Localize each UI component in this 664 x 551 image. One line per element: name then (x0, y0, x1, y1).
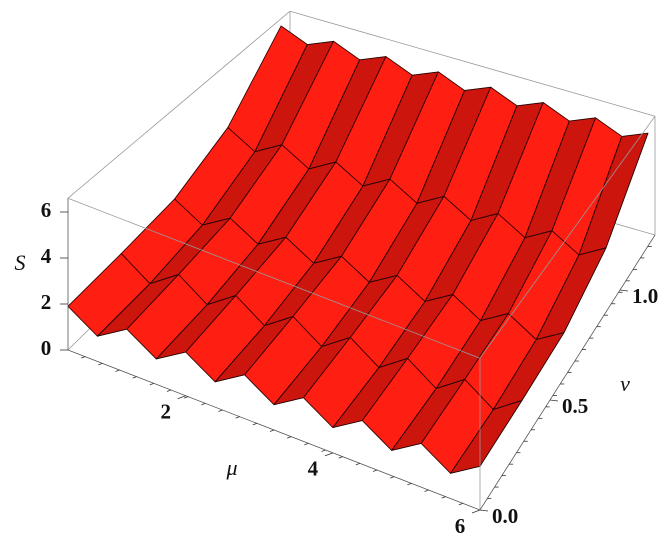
z-tick-label: 6 (41, 198, 52, 222)
x-minor-tick (458, 502, 463, 506)
x-minor-tick (269, 429, 275, 432)
x-tick (324, 452, 333, 457)
x-minor-tick (115, 369, 120, 372)
x-minor-tick (424, 489, 429, 492)
x-minor-tick (132, 376, 137, 379)
x-minor-tick (338, 456, 343, 459)
box-edge (67, 10, 291, 199)
x-minor-tick (149, 382, 154, 386)
z-tick-label: 0 (41, 336, 52, 360)
x-minor-tick (321, 449, 326, 452)
x-minor-tick (287, 436, 292, 439)
y-tick-label: 0.0 (492, 504, 518, 528)
surface-patch (450, 399, 523, 474)
x-minor-tick (304, 442, 309, 446)
box-edge (479, 115, 656, 359)
y-tick (549, 399, 559, 402)
x-minor-tick (372, 469, 378, 472)
y-axis-label: ν (620, 371, 630, 396)
y-tick-label: 1.0 (632, 284, 658, 308)
x-minor-tick (81, 356, 86, 359)
box-edge (289, 10, 656, 117)
x-tick (177, 395, 186, 400)
x-tick-label: 2 (160, 400, 171, 424)
x-minor-tick (98, 362, 103, 366)
x-minor-tick (441, 496, 446, 499)
x-minor-tick (166, 389, 172, 392)
z-tick-label: 4 (41, 244, 52, 268)
x-tick-label: 4 (308, 457, 319, 481)
y-tick-label: 0.5 (562, 394, 588, 418)
box-edge (67, 197, 481, 359)
x-minor-tick (252, 422, 257, 426)
z-tick-label: 2 (41, 290, 52, 314)
x-minor-tick (407, 482, 412, 486)
z-axis-label: S (15, 250, 26, 275)
y-tick (479, 509, 489, 512)
x-minor-tick (390, 476, 395, 479)
x-tick-label: 6 (455, 514, 466, 538)
x-minor-tick (201, 402, 206, 406)
x-minor-tick (355, 462, 360, 466)
x-minor-tick (218, 409, 223, 412)
x-tick (471, 509, 481, 514)
x-minor-tick (184, 396, 189, 399)
x-axis-label: μ (225, 455, 237, 480)
x-minor-tick (235, 416, 240, 419)
y-tick (619, 289, 629, 292)
